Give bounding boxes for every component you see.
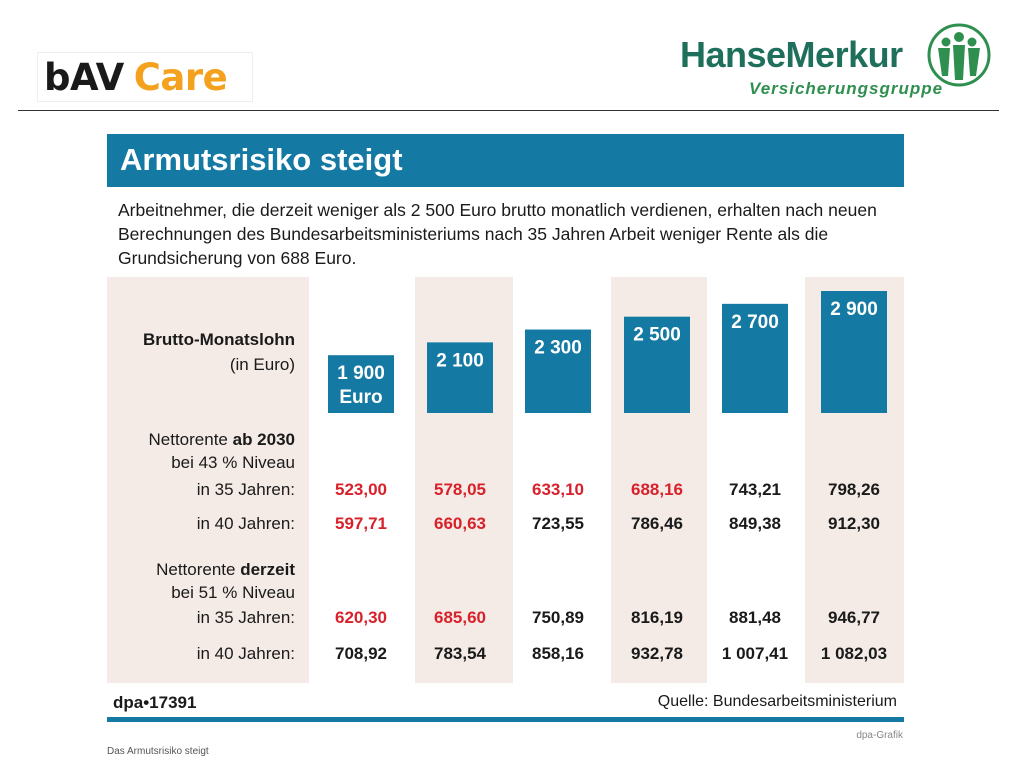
value-cell: 688,16: [631, 480, 683, 499]
row-label-35-years: in 35 Jahren:: [196, 608, 295, 627]
header-divider: [18, 110, 999, 111]
row-label-40-years: in 40 Jahren:: [196, 644, 295, 663]
bav-care-logo: bAV Care: [37, 52, 253, 102]
bar-label-5: 2 700: [731, 312, 779, 333]
bar-label-3: 2 300: [534, 338, 582, 359]
value-cell: 750,89: [532, 608, 584, 627]
column-background: [309, 277, 415, 683]
section-derzeit-level: bei 51 % Niveau: [171, 583, 295, 602]
row-label-35-years: in 35 Jahren:: [196, 480, 295, 499]
chart-subtitle: Arbeitnehmer, die derzeit weniger als 2 …: [118, 200, 877, 268]
value-cell: 816,19: [631, 608, 683, 627]
dpa-id: dpa•17391: [113, 693, 197, 712]
hansemerkur-logo: HanseMerkur Versicherungsgruppe: [680, 23, 1000, 103]
care-logo-text: Care: [133, 55, 228, 99]
chart-title: Armutsrisiko steigt: [120, 142, 403, 177]
value-cell: 798,26: [828, 480, 880, 499]
value-cell: 578,05: [434, 480, 486, 499]
value-cell: 932,78: [631, 644, 683, 663]
value-cell: 783,54: [434, 644, 486, 663]
bar-unit-label: Euro: [339, 387, 382, 408]
bar-label-4: 2 500: [633, 325, 681, 346]
value-cell: 523,00: [335, 480, 387, 499]
value-cell: 660,63: [434, 514, 486, 533]
value-cell: 685,60: [434, 608, 486, 627]
source-note: Quelle: Bundesarbeitsministerium: [657, 693, 897, 710]
bar-label-6: 2 900: [830, 299, 878, 320]
value-cell: 597,71: [335, 514, 387, 533]
hansemerkur-subtitle: Versicherungsgruppe: [749, 79, 944, 98]
brutto-unit-label: (in Euro): [229, 355, 295, 374]
value-cell: 881,48: [729, 608, 781, 627]
value-cell: 912,30: [828, 514, 880, 533]
hansemerkur-emblem-icon: [927, 23, 991, 87]
value-cell: 620,30: [335, 608, 387, 627]
footer: [107, 683, 904, 720]
row-label-40-years: in 40 Jahren:: [196, 514, 295, 533]
value-cell: 858,16: [532, 644, 584, 663]
value-cell: 1 082,03: [820, 644, 888, 663]
section-ab-2030-bold: ab 2030: [232, 430, 295, 449]
brutto-label: Brutto-Monatslohn: [142, 330, 295, 349]
value-cell: 849,38: [729, 514, 781, 533]
dpa-grafik-credit: dpa-Grafik: [856, 730, 903, 741]
value-cell: 946,77: [828, 608, 880, 627]
bar-label-1: 1 900: [337, 363, 385, 384]
bottom-rule: [107, 717, 904, 722]
section-derzeit-label: Nettorente derzeit: [156, 560, 295, 580]
bar-3: [525, 329, 591, 413]
value-cell: 786,46: [631, 514, 683, 533]
section-derzeit-bold: derzeit: [240, 560, 295, 579]
bar-label-2: 2 100: [436, 350, 484, 371]
bar-6: [821, 291, 887, 413]
value-cell: 633,10: [532, 480, 584, 499]
bav-logo-text: bAV: [44, 55, 124, 99]
bar-1: [328, 355, 394, 413]
title-bar: Armutsrisiko steigt: [107, 134, 904, 187]
value-cell: 708,92: [335, 644, 387, 663]
section-derzeit-prefix: Nettorente: [156, 560, 241, 579]
section-ab-2030-label: Nettorente ab 2030: [149, 430, 296, 450]
bar-2: [427, 342, 493, 413]
value-cell: 723,55: [532, 514, 584, 533]
section-ab-2030-prefix: Nettorente: [148, 430, 233, 449]
value-cell: 743,21: [729, 480, 781, 499]
bar-4: [624, 316, 690, 413]
value-cell: 1 007,41: [721, 644, 789, 663]
section-ab-2030-level: bei 43 % Niveau: [171, 453, 295, 472]
bar-5: [722, 303, 788, 413]
hansemerkur-name: HanseMerkur: [680, 34, 903, 75]
image-caption: Das Armutsrisiko steigt: [107, 746, 209, 757]
